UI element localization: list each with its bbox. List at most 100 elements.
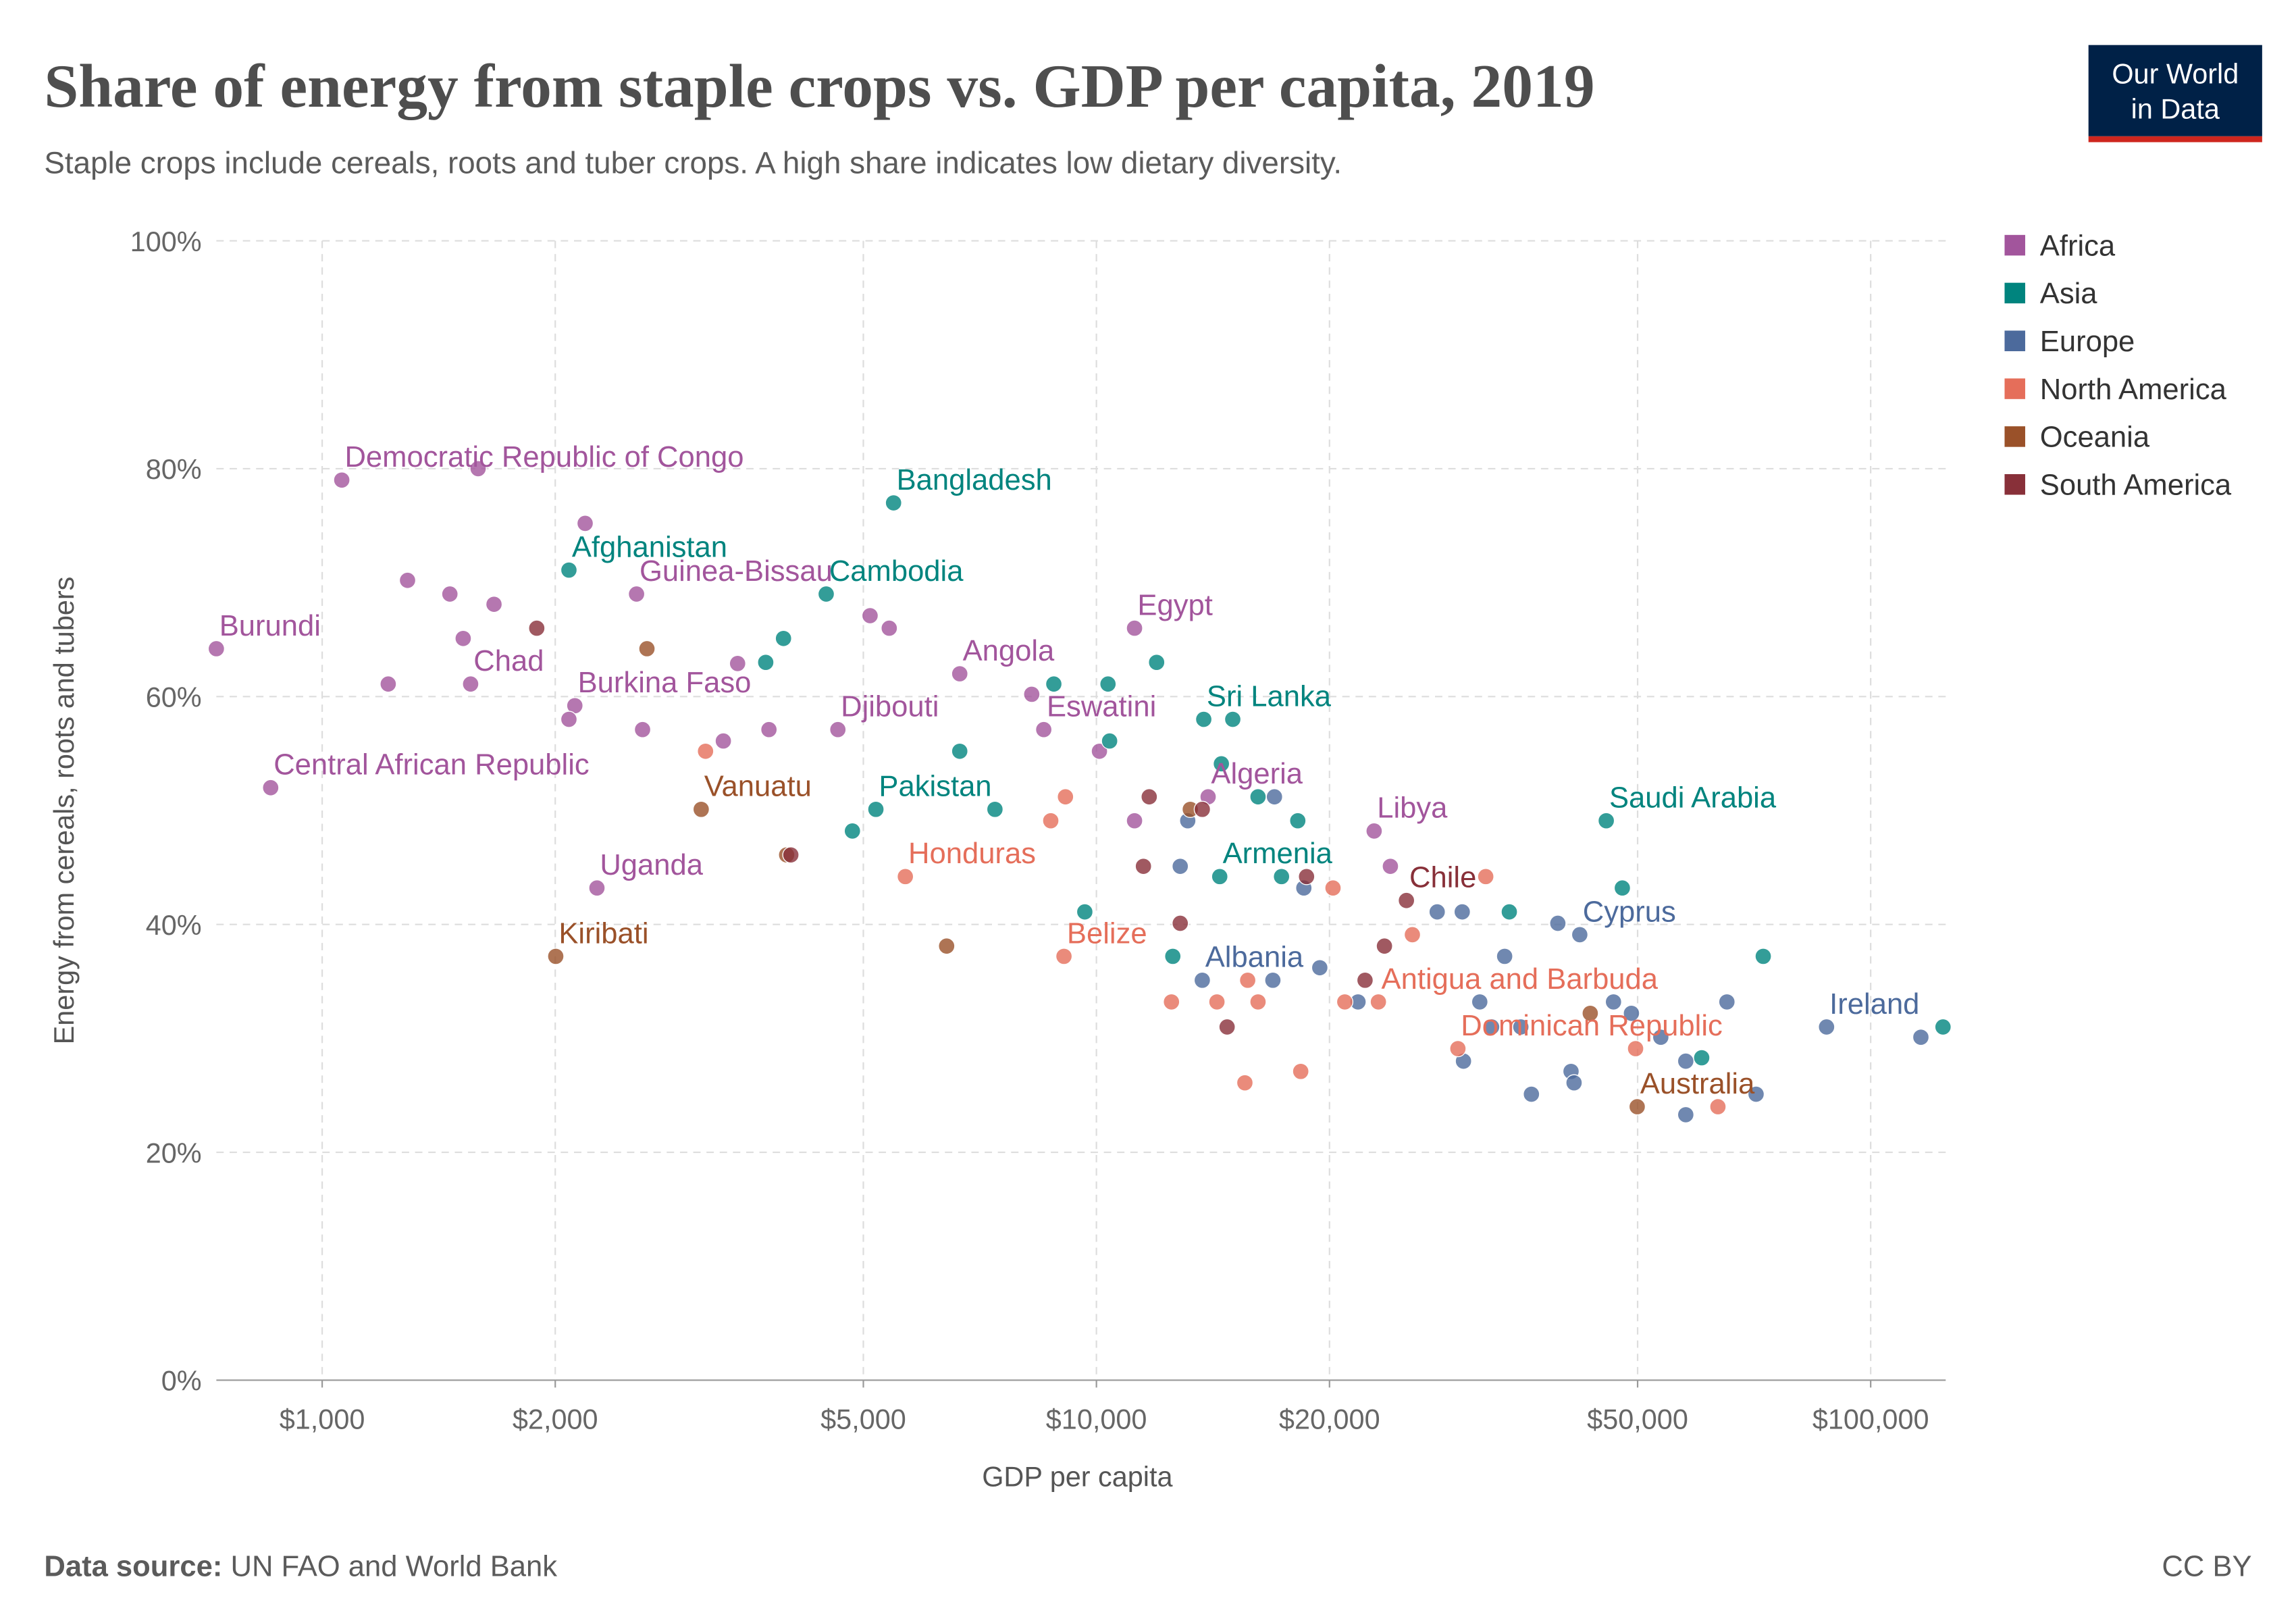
point bbox=[938, 937, 956, 955]
point bbox=[1613, 879, 1632, 897]
point bbox=[1747, 1085, 1765, 1103]
point bbox=[1193, 800, 1211, 818]
point bbox=[951, 742, 968, 760]
point bbox=[262, 779, 280, 796]
y-tick-label: 80% bbox=[146, 454, 202, 485]
point bbox=[528, 619, 546, 637]
point bbox=[1628, 1098, 1646, 1116]
source: Data source: UN FAO and World Bank bbox=[44, 1550, 557, 1583]
point bbox=[1236, 1074, 1254, 1091]
point bbox=[1324, 879, 1342, 897]
point bbox=[441, 585, 459, 603]
point bbox=[1369, 993, 1387, 1011]
point-label: Belize bbox=[1067, 917, 1147, 950]
point bbox=[1754, 948, 1772, 965]
legend-label: Asia bbox=[2040, 278, 2098, 310]
point-label: Cambodia bbox=[829, 555, 964, 588]
x-tick-label: $100,000 bbox=[1812, 1404, 1929, 1435]
x-tick-label: $2,000 bbox=[513, 1404, 598, 1435]
legend-swatch bbox=[2004, 234, 2025, 256]
point-label: Vanuatu bbox=[704, 771, 812, 803]
point-label: Sri Lanka bbox=[1207, 680, 1332, 713]
point bbox=[1045, 675, 1063, 693]
point bbox=[1211, 868, 1228, 885]
point-label: Albania bbox=[1205, 942, 1304, 974]
point bbox=[485, 596, 503, 613]
y-axis-label: Energy from cereals, roots and tubers bbox=[49, 577, 80, 1045]
point bbox=[1213, 755, 1230, 773]
point-label: Burkina Faso bbox=[578, 667, 752, 699]
point bbox=[588, 879, 606, 897]
point bbox=[1099, 675, 1117, 693]
point-label: Honduras bbox=[908, 838, 1036, 870]
point bbox=[885, 494, 902, 512]
point bbox=[1428, 903, 1446, 921]
point-label: Burundi bbox=[219, 610, 321, 642]
point bbox=[1496, 948, 1513, 965]
point-label: Democratic Republic of Congo bbox=[344, 441, 743, 473]
point bbox=[760, 721, 778, 738]
point bbox=[692, 800, 710, 818]
logo-box bbox=[2088, 45, 2262, 136]
point bbox=[1311, 959, 1329, 977]
point-label: Armenia bbox=[1223, 838, 1333, 870]
point bbox=[1076, 903, 1094, 921]
point-label: Ireland bbox=[1829, 988, 1919, 1021]
x-tick-label: $5,000 bbox=[820, 1404, 906, 1435]
source-text: UN FAO and World Bank bbox=[230, 1550, 557, 1583]
point bbox=[1453, 903, 1471, 921]
point bbox=[697, 742, 714, 760]
point bbox=[1677, 1052, 1694, 1070]
point bbox=[1501, 903, 1518, 921]
point bbox=[1298, 868, 1315, 885]
point bbox=[560, 711, 578, 728]
point bbox=[1523, 1085, 1540, 1103]
point bbox=[1398, 892, 1415, 909]
logo-text: Our World bbox=[2112, 58, 2239, 89]
legend-label: Africa bbox=[2040, 230, 2116, 262]
y-tick-label: 60% bbox=[146, 682, 202, 713]
point-label: Cyprus bbox=[1583, 896, 1676, 928]
point-label: Libya bbox=[1377, 792, 1448, 825]
point-label: Bangladesh bbox=[897, 464, 1052, 496]
point bbox=[1292, 1062, 1309, 1080]
point bbox=[560, 561, 578, 579]
point bbox=[1126, 812, 1143, 829]
point bbox=[398, 571, 417, 589]
point bbox=[714, 732, 732, 750]
point-label: Angola bbox=[963, 635, 1055, 667]
point bbox=[1264, 971, 1282, 989]
legend-swatch bbox=[2004, 282, 2025, 304]
point-label: Kiribati bbox=[558, 917, 648, 950]
legend-label: South America bbox=[2040, 469, 2232, 502]
point-label: Chile bbox=[1409, 862, 1476, 894]
point-label: Guinea-Bissau bbox=[640, 555, 833, 588]
license: CC BY bbox=[2162, 1550, 2251, 1583]
point bbox=[1042, 812, 1060, 829]
point bbox=[1365, 822, 1383, 840]
point bbox=[1449, 1039, 1467, 1058]
x-axis-label: GDP per capita bbox=[982, 1461, 1173, 1492]
point-label: Antigua and Barbuda bbox=[1382, 963, 1659, 996]
y-tick-label: 40% bbox=[146, 910, 202, 941]
point bbox=[380, 675, 397, 693]
point bbox=[782, 846, 800, 864]
point bbox=[1249, 993, 1267, 1011]
legend-swatch bbox=[2004, 378, 2025, 399]
point-label: Chad bbox=[473, 645, 544, 677]
y-tick-label: 0% bbox=[161, 1366, 202, 1397]
x-tick-label: $50,000 bbox=[1587, 1404, 1688, 1435]
point bbox=[1035, 721, 1053, 738]
point bbox=[547, 948, 565, 965]
point bbox=[1164, 948, 1182, 965]
point bbox=[1023, 686, 1041, 703]
point bbox=[1571, 926, 1589, 944]
legend-label: Oceania bbox=[2040, 421, 2150, 454]
point bbox=[1126, 619, 1143, 637]
logo: Our World in Data bbox=[2088, 45, 2262, 143]
chart-title: Share of energy from staple crops vs. GD… bbox=[44, 51, 1594, 120]
point bbox=[1582, 1004, 1599, 1022]
legend-swatch bbox=[2004, 426, 2025, 447]
point bbox=[1818, 1018, 1835, 1036]
